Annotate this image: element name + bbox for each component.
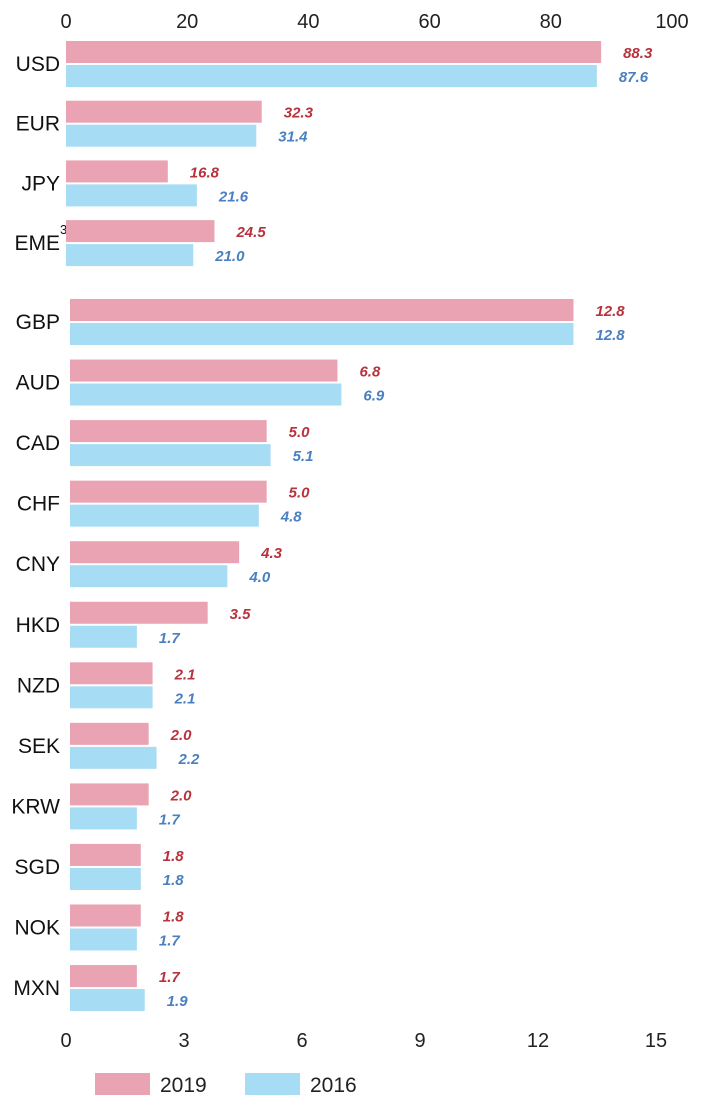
- value-label-2016: 21.6: [218, 188, 249, 205]
- bar-2019: [70, 359, 338, 382]
- bar-2016: [70, 989, 145, 1012]
- category-label: EME: [14, 232, 60, 255]
- top-axis-tick-label: 100: [655, 11, 688, 33]
- category-label: CHF: [17, 493, 60, 516]
- top-axis-tick-label: 0: [60, 11, 71, 33]
- value-label-2016: 4.0: [248, 569, 271, 586]
- value-label-2019: 24.5: [235, 224, 266, 241]
- bar-2019: [70, 420, 267, 443]
- value-label-2019: 12.8: [595, 303, 625, 320]
- category-label: HKD: [16, 614, 60, 637]
- bottom-axis-tick-label: 15: [645, 1030, 667, 1052]
- value-label-2019: 3.5: [230, 606, 252, 623]
- bar-2019: [70, 783, 149, 806]
- value-label-2019: 16.8: [190, 164, 220, 181]
- bar-2019: [66, 41, 602, 63]
- bar-2019: [70, 601, 208, 624]
- value-label-2019: 2.0: [170, 727, 193, 744]
- value-label-2019: 1.8: [163, 848, 185, 865]
- bar-2016: [70, 686, 153, 709]
- bar-2016: [70, 867, 141, 890]
- bar-2016: [70, 625, 137, 648]
- bar-2016: [66, 124, 257, 147]
- category-label: CNY: [16, 553, 60, 576]
- value-label-2019: 2.1: [174, 666, 196, 683]
- bottom-axis-tick-label: 12: [527, 1030, 549, 1052]
- category-label: USD: [16, 53, 60, 76]
- top-axis-tick-label: 40: [297, 11, 319, 33]
- value-label-2019: 1.7: [159, 969, 181, 986]
- bottom-axis-tick-label: 3: [178, 1030, 189, 1052]
- value-label-2016: 6.9: [363, 388, 385, 405]
- value-label-2016: 2.1: [174, 690, 196, 707]
- value-label-2016: 1.9: [167, 993, 189, 1010]
- bar-2016: [70, 928, 137, 951]
- value-label-2019: 32.3: [284, 105, 314, 122]
- category-label: NZD: [17, 674, 60, 697]
- bottom-axis-tick-label: 6: [296, 1030, 307, 1052]
- category-label: CAD: [16, 432, 60, 455]
- bottom-axis-tick-label: 0: [60, 1030, 71, 1052]
- value-label-2016: 21.0: [214, 248, 245, 265]
- category-label: SEK: [18, 735, 60, 758]
- value-label-2016: 1.7: [159, 630, 181, 647]
- value-label-2016: 1.8: [163, 872, 185, 889]
- bar-2016: [70, 504, 259, 527]
- category-superscript: 3: [60, 222, 67, 237]
- bar-2016: [70, 383, 342, 406]
- value-label-2016: 5.1: [293, 448, 314, 465]
- bottom-axis-tick-label: 9: [414, 1030, 425, 1052]
- legend-label: 2016: [310, 1074, 357, 1097]
- value-label-2019: 5.0: [289, 424, 311, 441]
- value-label-2016: 1.7: [159, 933, 181, 950]
- value-label-2016: 1.7: [159, 811, 181, 828]
- bar-2016: [70, 565, 228, 588]
- bar-2019: [70, 904, 141, 927]
- top-axis-tick-label: 20: [176, 11, 198, 33]
- category-label: NOK: [14, 917, 60, 940]
- category-label: EUR: [16, 113, 60, 136]
- bar-2016: [70, 444, 271, 467]
- bar-2019: [70, 662, 153, 685]
- bar-2019: [66, 220, 215, 243]
- value-label-2019: 4.3: [260, 545, 283, 562]
- bar-2019: [70, 722, 149, 745]
- top-axis-tick-label: 80: [540, 11, 562, 33]
- legend-label: 2019: [160, 1074, 207, 1097]
- category-label: AUD: [16, 372, 60, 395]
- legend-swatch: [245, 1073, 300, 1095]
- value-label-2016: 87.6: [619, 69, 649, 86]
- value-label-2019: 88.3: [623, 45, 653, 62]
- value-label-2016: 4.8: [280, 509, 303, 526]
- bar-2016: [70, 323, 574, 345]
- value-label-2019: 2.0: [170, 787, 193, 804]
- value-label-2019: 1.8: [163, 909, 185, 926]
- value-label-2016: 2.2: [178, 751, 201, 768]
- legend-swatch: [95, 1073, 150, 1095]
- value-label-2016: 12.8: [595, 327, 625, 344]
- bar-2019: [70, 541, 240, 564]
- bar-2019: [70, 299, 574, 321]
- bar-2016: [70, 807, 137, 830]
- bar-2019: [70, 843, 141, 866]
- category-label: GBP: [16, 311, 60, 334]
- category-label: MXN: [13, 977, 60, 1000]
- top-axis-tick-label: 60: [418, 11, 440, 33]
- bar-2019: [66, 160, 168, 183]
- bar-2016: [70, 746, 157, 769]
- value-label-2016: 31.4: [278, 129, 308, 146]
- category-label: SGD: [14, 856, 60, 879]
- bar-2016: [66, 184, 197, 207]
- category-label: JPY: [21, 172, 60, 195]
- bar-2019: [70, 480, 267, 503]
- value-label-2019: 5.0: [289, 485, 311, 502]
- bar-2019: [66, 100, 262, 123]
- bar-2016: [66, 65, 597, 87]
- bar-2019: [70, 965, 137, 988]
- bar-2016: [66, 244, 194, 267]
- value-label-2019: 6.8: [359, 364, 381, 381]
- category-label: KRW: [11, 795, 60, 818]
